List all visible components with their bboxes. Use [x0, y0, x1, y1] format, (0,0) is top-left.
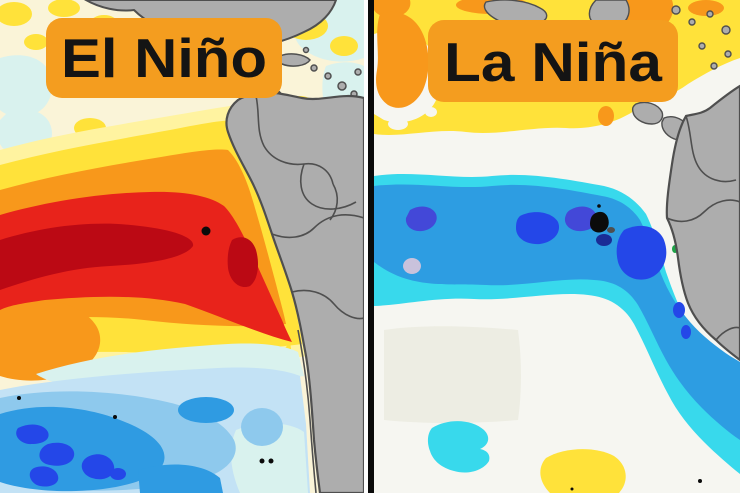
- el-nino-label: El Niño: [61, 27, 267, 89]
- panel-divider: [364, 0, 374, 493]
- orange-patch: [688, 0, 724, 16]
- country-borders-right: [666, 115, 740, 341]
- royal-blue-blob: [516, 212, 560, 245]
- light-blue-blob: [178, 397, 234, 423]
- yellow-blob-south: [540, 449, 626, 493]
- white-speck: [425, 107, 437, 117]
- white-speck: [388, 118, 408, 130]
- country-border: [685, 115, 737, 183]
- black-dot: [17, 396, 21, 400]
- island: [671, 5, 681, 15]
- island: [324, 72, 332, 80]
- banner-background: [46, 18, 282, 98]
- yellow-speck: [24, 34, 48, 50]
- black-dot-tail: [607, 227, 615, 233]
- la-nina-map: La Niña: [374, 0, 740, 493]
- orange-central-america-blob: [376, 11, 429, 108]
- black-dot: [113, 415, 117, 419]
- island: [310, 64, 318, 72]
- isthmus-blob: [631, 101, 664, 125]
- pale-gray-patch: [384, 326, 521, 423]
- orange-patch: [598, 106, 614, 126]
- panel-la-nina: La Niña: [374, 0, 740, 493]
- black-dot: [590, 211, 609, 233]
- country-border: [255, 95, 334, 185]
- country-border: [329, 183, 339, 221]
- royal-coastal-speck: [673, 302, 685, 318]
- cool-anomaly-south: [0, 343, 310, 493]
- medium-blue-tongue: [138, 464, 223, 493]
- banner-background: [428, 20, 678, 102]
- country-border: [297, 329, 317, 493]
- landmass-south-america-right: [665, 84, 740, 362]
- black-speck: [698, 479, 702, 483]
- black-dot: [259, 458, 265, 464]
- medium-light-blob: [241, 408, 283, 446]
- navy-spot: [596, 234, 612, 246]
- yellow-speck: [0, 2, 32, 26]
- island: [337, 81, 347, 91]
- yellow-speck: [330, 36, 358, 56]
- country-border: [291, 289, 364, 320]
- indigo-blob: [405, 206, 437, 232]
- country-border: [299, 163, 357, 210]
- island: [710, 62, 718, 70]
- country-borders-left: [255, 95, 364, 493]
- la-nina-label: La Niña: [444, 31, 662, 93]
- cyan-blob-south: [427, 421, 490, 473]
- island: [698, 42, 706, 50]
- panel-el-nino: El Niño: [0, 0, 364, 493]
- island: [302, 46, 310, 54]
- royal-blue-squiggle: [29, 466, 59, 487]
- black-dots-left: [17, 226, 274, 464]
- country-border: [666, 199, 740, 223]
- warm-core-dark-red: [0, 223, 194, 290]
- island: [706, 10, 714, 18]
- island: [688, 18, 696, 26]
- country-border: [715, 326, 740, 341]
- warm-anomaly-field: [0, 104, 308, 493]
- country-border: [271, 214, 364, 239]
- black-mark-right: [590, 204, 615, 233]
- black-dot: [268, 458, 274, 464]
- black-speck: [570, 487, 574, 491]
- el-nino-banner: El Niño: [46, 18, 282, 98]
- cold-core-blobs: [403, 206, 691, 339]
- royal-blue-blob-large: [616, 225, 667, 280]
- royal-blue-squiggle: [39, 442, 75, 466]
- black-specks-right: [570, 479, 702, 491]
- orange-corner-blob: [0, 298, 101, 381]
- black-dot: [201, 226, 211, 236]
- warm-core-dark-red-coastal: [227, 237, 258, 288]
- royal-blue-squiggle: [16, 424, 49, 445]
- indigo-blob: [564, 206, 598, 232]
- lavender-speck: [403, 258, 421, 274]
- island: [724, 50, 732, 58]
- la-nina-banner: La Niña: [428, 20, 678, 102]
- royal-blue-squiggle: [81, 454, 115, 480]
- black-speck: [597, 204, 601, 208]
- divider-line: [368, 0, 374, 493]
- el-nino-map: El Niño: [0, 0, 364, 493]
- royal-blue-squiggle: [110, 468, 126, 480]
- royal-coastal-speck: [681, 325, 691, 339]
- divider-graphic: [364, 0, 374, 493]
- island: [721, 25, 731, 35]
- yellow-speck: [48, 0, 80, 17]
- landmass-south-america: [225, 91, 364, 493]
- island: [354, 68, 362, 76]
- divider-gap: [364, 0, 368, 493]
- pale-cyan-patch: [0, 55, 53, 117]
